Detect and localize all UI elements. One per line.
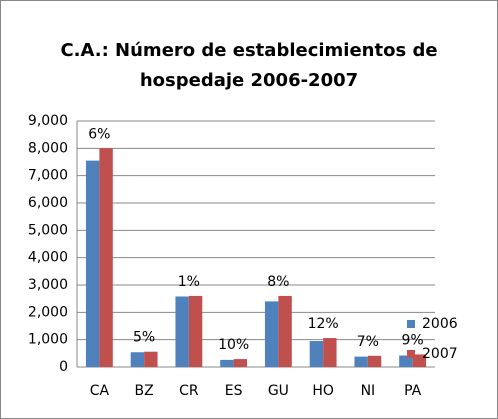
y-tick-label: 7,000 bbox=[28, 168, 68, 184]
y-tick-label: 4,000 bbox=[28, 250, 68, 266]
bar bbox=[175, 296, 189, 367]
y-tick-label: 1,000 bbox=[28, 332, 68, 348]
growth-label: 1% bbox=[178, 274, 200, 290]
bar bbox=[99, 148, 113, 367]
growth-label: 9% bbox=[402, 332, 424, 348]
bar bbox=[412, 354, 427, 367]
growth-label: 5% bbox=[133, 330, 155, 346]
bar bbox=[309, 341, 324, 367]
x-tick-label: GU bbox=[268, 383, 289, 399]
y-tick-label: 0 bbox=[59, 359, 68, 375]
bar bbox=[399, 355, 413, 367]
legend-swatch bbox=[407, 350, 415, 358]
x-tick-label: CA bbox=[90, 383, 110, 399]
growth-label: 6% bbox=[88, 126, 110, 142]
bar bbox=[144, 351, 158, 367]
x-tick-label: PA bbox=[404, 383, 422, 399]
bar bbox=[85, 160, 100, 367]
bar bbox=[367, 355, 382, 367]
x-tick-label: NI bbox=[361, 383, 376, 399]
chart-title: C.A.: Número de establecimientos de bbox=[60, 40, 437, 61]
bar bbox=[220, 359, 234, 367]
legend-label: 2007 bbox=[422, 346, 458, 362]
growth-label: 8% bbox=[267, 274, 289, 290]
bar bbox=[354, 356, 368, 367]
growth-label: 7% bbox=[357, 334, 379, 350]
chart-title: hospedaje 2006-2007 bbox=[140, 70, 358, 91]
legend-swatch bbox=[407, 320, 415, 328]
y-tick-label: 2,000 bbox=[28, 304, 68, 320]
bar bbox=[130, 352, 145, 367]
x-tick-label: BZ bbox=[135, 383, 154, 399]
growth-label: 10% bbox=[218, 337, 249, 353]
x-tick-label: ES bbox=[225, 383, 243, 399]
legend-label: 2006 bbox=[422, 316, 458, 332]
y-tick-label: 8,000 bbox=[28, 140, 68, 156]
bar bbox=[323, 338, 337, 367]
bar bbox=[188, 295, 203, 367]
growth-label: 12% bbox=[308, 316, 339, 332]
bar bbox=[278, 295, 292, 367]
x-tick-label: HO bbox=[312, 383, 334, 399]
y-tick-label: 3,000 bbox=[28, 277, 68, 293]
bar bbox=[264, 301, 279, 367]
y-tick-label: 9,000 bbox=[28, 113, 68, 129]
y-tick-label: 6,000 bbox=[28, 195, 68, 211]
y-tick-label: 5,000 bbox=[28, 222, 68, 238]
x-tick-label: CR bbox=[179, 383, 199, 399]
bar bbox=[233, 359, 248, 367]
